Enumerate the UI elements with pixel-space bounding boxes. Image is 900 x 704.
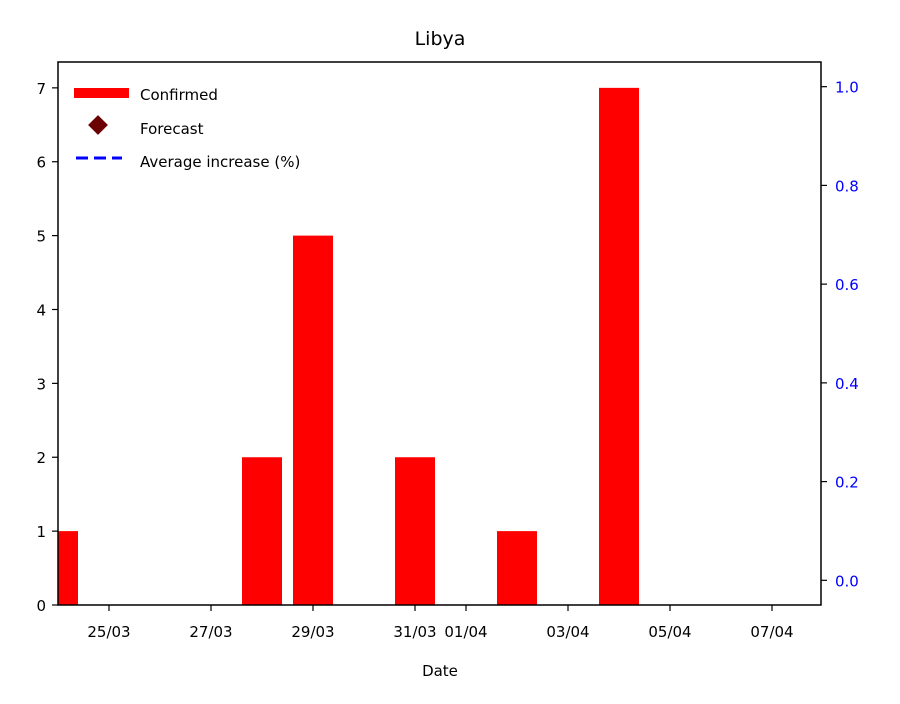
x-tick-label: 29/03 [291, 623, 334, 641]
chart-title: Libya [415, 28, 466, 50]
bars-group [58, 87, 639, 605]
y2-tick-label: 1.0 [835, 79, 859, 97]
y-tick-label: 3 [36, 375, 46, 393]
y2-tick-label: 0.6 [835, 276, 859, 294]
y2-tick-label: 0.4 [835, 375, 859, 393]
y-tick-label: 1 [36, 523, 46, 541]
x-tick-label: 03/04 [546, 623, 589, 641]
x-tick-label: 05/04 [648, 623, 691, 641]
y-tick-label: 7 [36, 80, 46, 98]
legend-forecast-marker [88, 115, 108, 135]
legend-average-label: Average increase (%) [140, 153, 300, 171]
y-tick-label: 6 [36, 154, 46, 172]
y2-tick-label: 0.8 [835, 177, 859, 195]
legend: Confirmed Forecast Average increase (%) [74, 86, 300, 171]
y-tick-label: 4 [36, 301, 46, 319]
y2-axis-ticks: 0.0 0.2 0.4 0.6 0.8 1.0 [821, 79, 859, 590]
x-tick-label: 01/04 [444, 623, 487, 641]
x-tick-label: 27/03 [189, 623, 232, 641]
bar-28-03 [242, 457, 282, 605]
plot-frame [57, 61, 822, 606]
x-tick-label: 07/04 [750, 623, 793, 641]
y2-tick-label: 0.2 [835, 474, 859, 492]
y-tick-label: 2 [36, 449, 46, 467]
bar-24-03 [58, 531, 78, 605]
y-tick-label: 0 [36, 597, 46, 615]
y-tick-label: 5 [36, 228, 46, 246]
y2-tick-label: 0.0 [835, 572, 859, 590]
y-axis-ticks: 0 1 2 3 4 5 6 7 [36, 80, 58, 615]
x-tick-label: 31/03 [393, 623, 436, 641]
x-axis-label: Date [422, 662, 458, 680]
bar-04-04 [599, 87, 639, 605]
legend-confirmed-label: Confirmed [140, 86, 218, 104]
x-axis-ticks: 25/03 27/03 29/03 31/03 01/04 03/04 05/04 07/04 [87, 605, 794, 641]
legend-forecast-label: Forecast [140, 120, 204, 138]
bar-29-03 [293, 235, 333, 605]
bar-31-03 [395, 457, 435, 605]
bar-02-04 [497, 531, 537, 605]
legend-confirmed-swatch [74, 88, 129, 98]
x-tick-label: 25/03 [87, 623, 130, 641]
